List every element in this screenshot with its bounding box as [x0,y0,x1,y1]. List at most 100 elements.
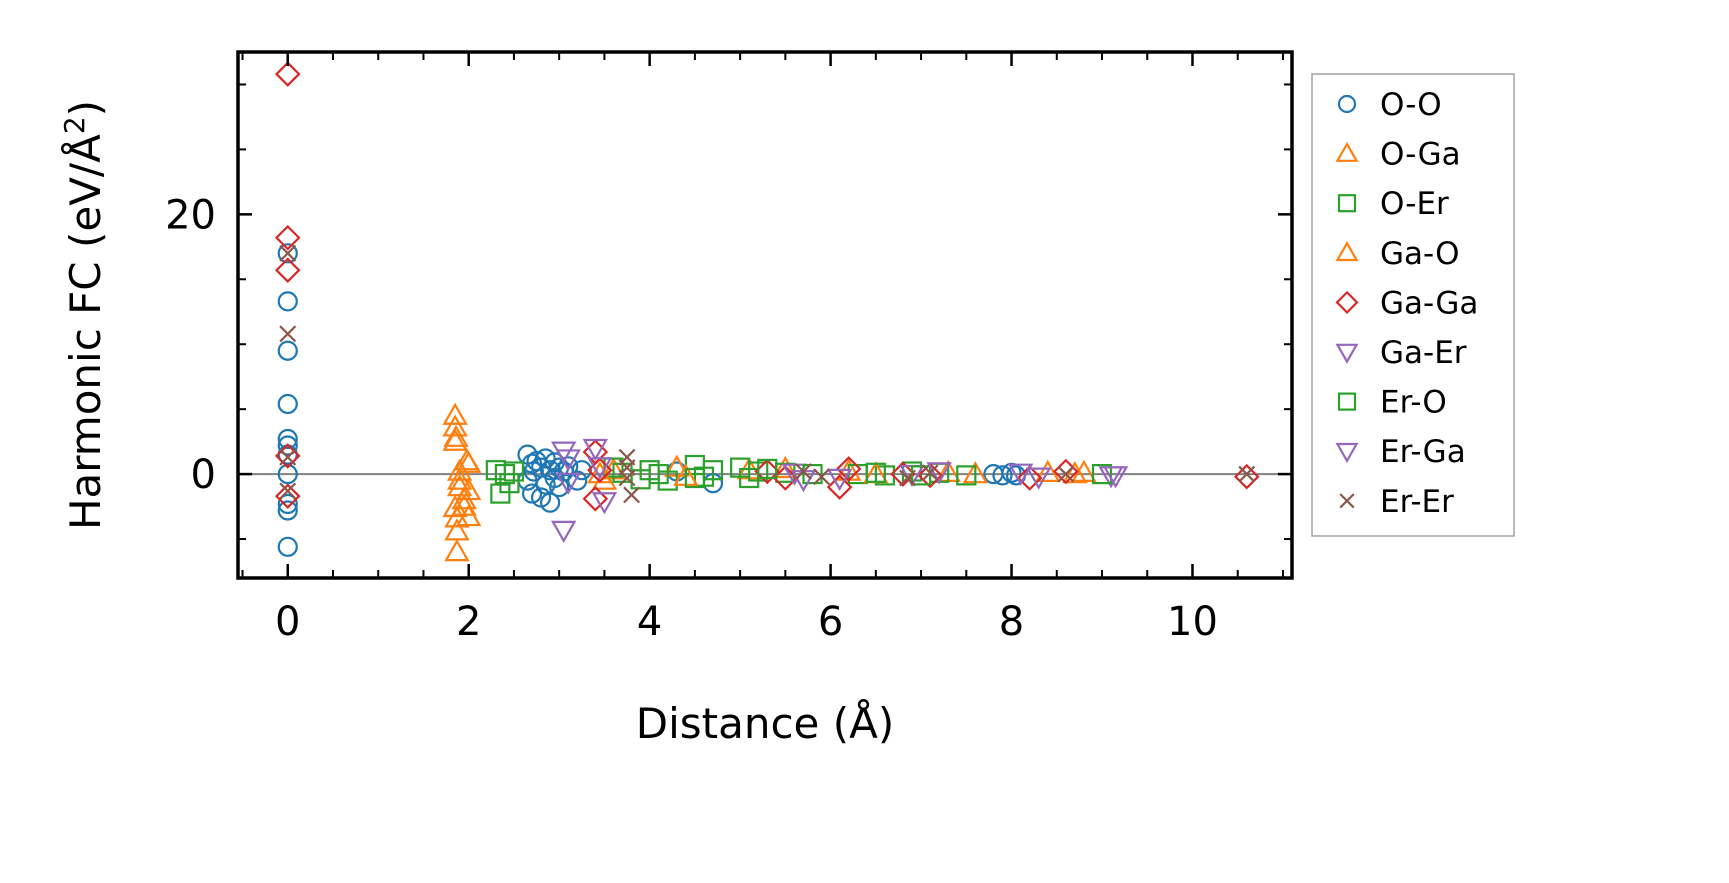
legend-label: Er-Er [1380,484,1454,520]
data-point [444,518,470,541]
series-ga-ga [274,61,1260,512]
legend-marker [1335,290,1359,314]
data-point [926,462,952,485]
data-point [277,428,298,450]
data-point [1238,465,1256,483]
data-point [899,469,916,487]
legend-item: Er-Er [1339,484,1454,520]
data-point [826,474,853,500]
data-point [274,483,301,509]
legend-item: Ga-O [1335,236,1459,272]
data-point [772,465,799,491]
legend-item: O-Ga [1335,137,1461,173]
legend-marker [1335,343,1359,364]
data-point [813,468,830,486]
legend-item: Ga-Ga [1335,285,1478,321]
data-point [454,448,480,471]
x-tick-label: 8 [999,599,1024,645]
legend-marker [1335,240,1359,262]
x-tick-label: 6 [818,599,843,645]
data-point [446,467,473,490]
data-point [587,457,613,480]
data-point [591,492,618,515]
data-point [277,393,298,415]
data-point [567,470,588,491]
data-point [1091,463,1113,485]
data-point [684,467,705,489]
data-point [442,414,468,437]
data-point [444,539,470,562]
legend-item: Er-O [1337,385,1447,421]
data-point [456,503,482,527]
data-point [558,456,579,477]
data-point [535,448,556,469]
legend-item: O-Er [1337,186,1449,222]
axis-tick-labels: 0 2 4 6 8 10 0 20 [165,192,1218,645]
legend-marker [1335,442,1359,464]
data-point [277,291,298,312]
data-point [582,485,609,512]
data-point [555,472,581,495]
data-point [499,473,520,494]
legend-item: Ga-Er [1335,335,1467,371]
data-point [582,438,609,462]
legend-label: O-O [1380,87,1442,123]
data-point [992,465,1013,486]
legend-label: Er-Ga [1380,434,1466,470]
data-point [442,494,468,518]
data-point [1016,465,1043,491]
data-point [754,458,781,485]
data-point [277,435,298,456]
data-point [274,224,301,251]
data-point [623,486,640,504]
data-point [1007,463,1034,486]
data-point [956,465,977,486]
plot-frame [236,50,1294,580]
legend-label: Ga-O [1380,236,1459,272]
y-tick-label: 20 [165,192,216,238]
legend-label: Ga-Ga [1380,285,1478,321]
data-point [277,243,298,264]
legend-marker [1339,493,1355,509]
data-points [274,61,1260,562]
data-point [274,443,301,469]
legend-marker [1337,194,1357,213]
legend-label: Er-O [1380,385,1447,421]
data-point [917,462,943,489]
x-tick-label: 2 [456,599,481,645]
data-point [1233,463,1260,490]
x-tick-label: 10 [1167,599,1218,645]
data-point [443,424,469,447]
legend-marker [1335,141,1359,162]
data-point [826,468,853,492]
data-point [279,325,297,343]
data-point [618,469,636,487]
data-point [551,520,577,543]
legend-marker [1337,392,1357,411]
data-point [277,536,298,557]
data-point [772,455,799,479]
data-point [921,464,939,482]
data-point [835,456,862,482]
legend-label: O-Ga [1380,137,1461,173]
data-point [277,463,298,485]
data-point [279,482,297,500]
series-ga-er [551,438,1124,543]
y-axis-title: Harmonic FC (eV/Å2) [58,100,111,530]
legend: O-O O-Ga O-Er Ga-O Ga-Ga Ga-Er Er-O Er-Ga Er-Er [1311,73,1515,537]
data-point [757,458,778,480]
data-point [1102,466,1129,489]
x-tick-label: 4 [637,599,662,645]
data-point [1057,465,1075,483]
data-point [555,449,581,472]
data-point [521,483,543,504]
legend-label: O-Er [1380,186,1449,222]
data-point [1062,461,1088,484]
data-point [279,448,297,466]
legend-item: Er-Ga [1335,434,1466,470]
data-point [503,461,525,482]
legend-item: O-O [1337,87,1442,123]
legend-label: Ga-Er [1380,335,1467,371]
x-axis-title: Distance (Å) [636,698,895,748]
